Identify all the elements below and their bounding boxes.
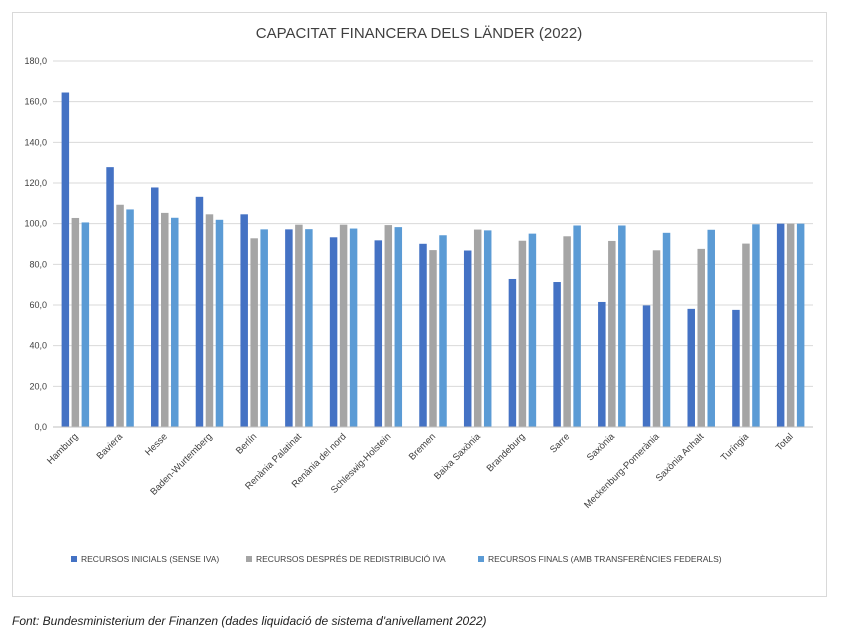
bar (116, 204, 124, 427)
y-tick-label: 180,0 (24, 56, 47, 66)
bar (339, 224, 348, 427)
y-tick-label: 80,0 (29, 259, 47, 269)
chart-frame: CAPACITAT FINANCERA DELS LÄNDER (2022) 0… (12, 12, 827, 597)
bar (205, 214, 214, 427)
bars (61, 92, 805, 428)
bar (518, 240, 527, 427)
bar (652, 250, 661, 427)
bar (71, 217, 80, 427)
x-tick-label: Saxònia (585, 431, 618, 464)
bar (240, 214, 248, 427)
bar (732, 309, 740, 427)
x-tick-label: Hesse (143, 431, 170, 458)
legend: RECURSOS INICIALS (SENSE IVA) RECURSOS DE… (71, 554, 722, 564)
bar (662, 232, 671, 427)
bar (707, 229, 715, 427)
bar (81, 222, 90, 427)
x-tick-label: Baixa Saxònia (432, 431, 483, 482)
bar (553, 282, 561, 427)
bar (285, 229, 293, 427)
bar (419, 243, 427, 427)
bar (608, 240, 616, 427)
bar (195, 196, 204, 427)
bar (295, 224, 303, 427)
bar (642, 305, 651, 427)
bar (106, 167, 114, 427)
bar (573, 225, 581, 427)
bar (429, 250, 437, 427)
bar (697, 248, 705, 427)
bar (776, 223, 785, 427)
x-tick-label: Baviera (95, 431, 126, 462)
x-tick-label: Sarre (548, 431, 572, 455)
y-tick-label: 40,0 (29, 341, 47, 351)
gridlines (53, 60, 813, 387)
bar (260, 229, 268, 427)
bar (796, 223, 805, 427)
x-tick-label: Hamburg (45, 431, 80, 466)
bar (171, 217, 179, 427)
y-tick-label: 120,0 (24, 178, 47, 188)
bar (508, 278, 517, 427)
chart-title: CAPACITAT FINANCERA DELS LÄNDER (2022) (256, 25, 582, 42)
bar (473, 229, 482, 427)
bar (305, 229, 313, 427)
y-tick-label: 60,0 (29, 300, 47, 310)
bar (687, 308, 695, 427)
bar (250, 238, 258, 427)
bar (161, 212, 169, 427)
bar (374, 240, 383, 427)
bar (598, 301, 606, 427)
legend-swatch (71, 556, 77, 562)
x-tick-label: Brandeburg (485, 431, 528, 474)
legend-swatch (478, 556, 484, 562)
bar (752, 224, 760, 427)
bar (151, 187, 159, 427)
bar (215, 219, 224, 427)
bar (394, 227, 403, 427)
bar (126, 209, 134, 427)
bar (463, 250, 472, 427)
bar (483, 230, 492, 427)
bar (349, 228, 358, 427)
y-axis-tick-labels: 0,0 20,0 40,0 60,0 80,0 100,0 120,0 140,0 160,0 1… (24, 56, 47, 432)
x-tick-label: Bremen (407, 431, 438, 462)
bar (61, 92, 70, 428)
legend-label: RECURSOS INICIALS (SENSE IVA) (81, 554, 219, 564)
x-tick-label: Total (774, 431, 796, 453)
y-tick-label: 140,0 (24, 137, 47, 147)
bar (384, 225, 393, 427)
bar (618, 225, 626, 427)
y-tick-label: 0,0 (34, 422, 47, 432)
legend-label: RECURSOS FINALS (AMB TRANSFERÈNCIES FEDE… (488, 554, 722, 564)
source-note: Font: Bundesministerium der Finanzen (da… (12, 614, 487, 628)
bar-chart: CAPACITAT FINANCERA DELS LÄNDER (2022) 0… (24, 25, 813, 564)
y-tick-label: 100,0 (24, 219, 47, 229)
bar (528, 233, 537, 427)
y-tick-label: 20,0 (29, 381, 47, 391)
x-tick-label: Meckenburg-Pomerània (582, 431, 662, 511)
bar (563, 236, 571, 427)
bar (742, 243, 750, 427)
y-tick-label: 160,0 (24, 97, 47, 107)
bar (329, 237, 338, 427)
bar (439, 235, 447, 427)
x-tick-label: Saxònia Anhalt (654, 431, 707, 484)
x-tick-label: Berlín (234, 431, 259, 456)
x-tick-label: Turíngia (719, 431, 752, 464)
legend-swatch (246, 556, 252, 562)
legend-label: RECURSOS DESPRÉS DE REDISTRIBUCIÓ IVA (256, 554, 446, 564)
bar (786, 223, 795, 427)
